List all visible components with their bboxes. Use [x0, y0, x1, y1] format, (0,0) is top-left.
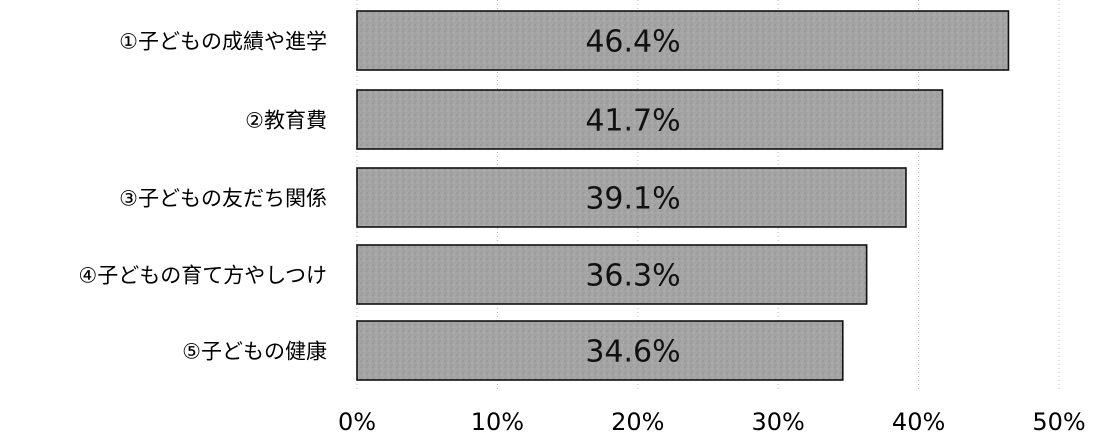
bar: [356, 320, 844, 381]
x-tick-label: 50%: [1032, 408, 1085, 436]
data-label: 39.1%: [585, 182, 680, 217]
data-label: 46.4%: [585, 25, 680, 60]
value-labels: 46.4% 41.7% 39.1% 36.3% 34.6%: [585, 25, 680, 370]
bar: [356, 10, 1010, 71]
bar: [356, 244, 868, 305]
x-tick-label: 20%: [611, 408, 664, 436]
x-tick-labels: 0% 10% 20% 30% 40% 50%: [338, 408, 1086, 436]
bars: [356, 10, 1010, 381]
category-label: ②教育費: [245, 109, 327, 133]
category-label: ①子どもの成績や進学: [119, 30, 327, 54]
bar: [356, 167, 907, 228]
category-label: ⑤子どもの健康: [182, 340, 327, 364]
category-labels: ①子どもの成績や進学 ②教育費 ③子どもの友だち関係 ④子どもの育て方やしつけ ⑤子ども…: [78, 30, 327, 364]
category-label: ③子どもの友だち関係: [119, 187, 327, 211]
x-tick-label: 0%: [338, 408, 376, 436]
bar: [356, 89, 944, 150]
data-label: 41.7%: [585, 104, 680, 139]
data-label: 34.6%: [585, 335, 680, 370]
x-tick-label: 40%: [892, 408, 945, 436]
data-label: 36.3%: [585, 259, 680, 294]
x-tick-label: 30%: [752, 408, 805, 436]
x-tick-label: 10%: [471, 408, 524, 436]
category-label: ④子どもの育て方やしつけ: [78, 264, 327, 288]
